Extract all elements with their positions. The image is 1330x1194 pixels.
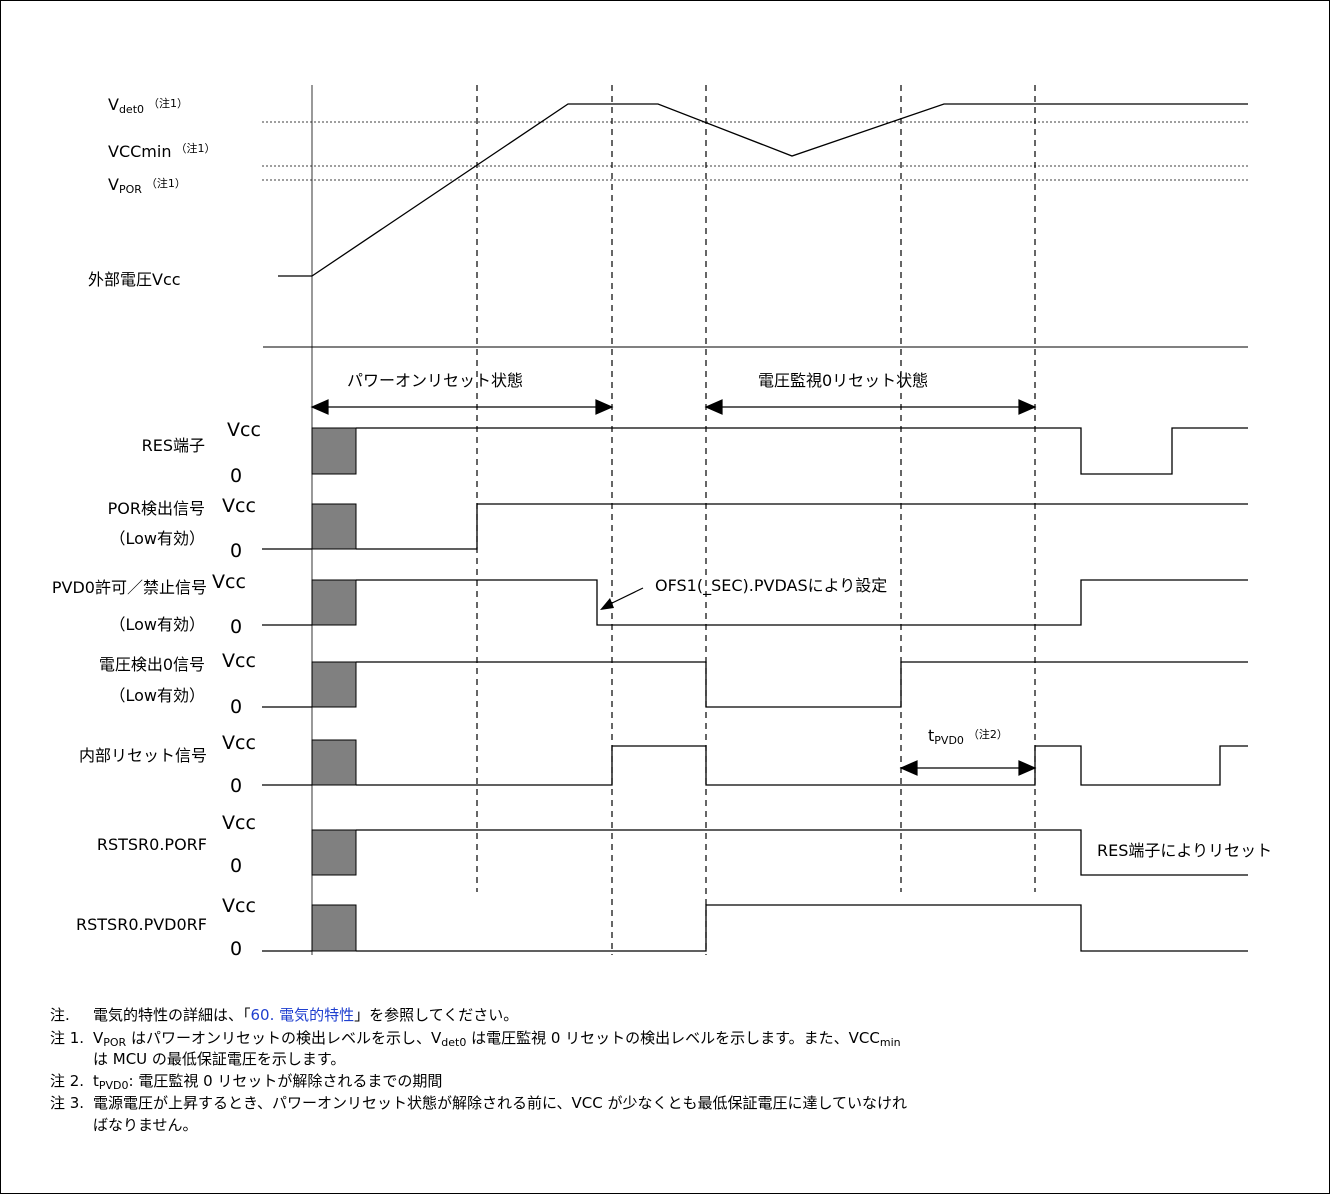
irst-undefined-block xyxy=(311,739,357,786)
vdet-undefined-block xyxy=(311,661,357,708)
tpvd0-arrowhead-right xyxy=(1018,760,1037,776)
res-zero-level: 0 xyxy=(230,465,242,487)
irst-label: 内部リセット信号 xyxy=(79,746,207,765)
res-reset-annotation: RES端子によりリセット xyxy=(1097,841,1272,860)
vcc-waveform xyxy=(278,103,1248,277)
tpvd0-arrow xyxy=(899,760,1037,776)
note-1: 注 1. VPOR はパワーオンリセットの検出レベルを示し、Vdet0 は電圧監… xyxy=(50,1029,901,1049)
tpvd0-label: tPVD0 （注2） xyxy=(928,726,1008,747)
vpor-level-label: VPOR （注1） xyxy=(108,175,186,196)
state-arrows xyxy=(310,399,1037,415)
porf-waveform xyxy=(356,829,1248,876)
note-general-num: 注. xyxy=(50,1006,70,1024)
irst-vcc-level: Vcc xyxy=(222,732,256,754)
por-state-label: パワーオンリセット状態 xyxy=(347,371,523,390)
pvd0rf-undefined-block xyxy=(311,904,357,952)
irst-zero-level: 0 xyxy=(230,775,242,797)
pvd0rf-label: RSTSR0.PVD0RF xyxy=(76,915,207,934)
irst-waveform xyxy=(356,745,1248,786)
res-undefined-block xyxy=(311,427,357,475)
res-waveform xyxy=(356,427,1248,475)
por-state-arrowhead-right xyxy=(595,399,614,415)
pvd0en-waveform xyxy=(356,579,1248,626)
notes: 注. 電気的特性の詳細は、「60. 電気的特性」を参照してください。 注 1. … xyxy=(50,1006,907,1134)
note-general: 注. 電気的特性の詳細は、「60. 電気的特性」を参照してください。 xyxy=(50,1006,518,1024)
note-2: 注 2. tPVD0: 電圧監視 0 リセットが解除されるまでの期間 xyxy=(50,1072,442,1092)
vccmin-level-label: VCCmin （注1） xyxy=(108,141,215,161)
note-1-line2: は MCU の最低保証電圧を示します。 xyxy=(93,1050,345,1068)
por-label-active: （Low有効） xyxy=(109,529,205,548)
por-vcc-level: Vcc xyxy=(222,495,256,517)
res-label: RES端子 xyxy=(142,436,205,455)
vdet-label: 電圧検出0信号 xyxy=(99,655,205,674)
vdet-waveform xyxy=(356,661,1248,708)
pvd0-state-arrowhead-left xyxy=(704,399,723,415)
por-waveform xyxy=(356,503,1248,550)
ofs-annotation: OFS1(_SEC).PVDASにより設定 xyxy=(655,576,887,596)
pvd0en-label: PVD0許可／禁止信号 xyxy=(52,578,207,597)
pvd0en-label-active: （Low有効） xyxy=(109,615,205,634)
por-undefined-block xyxy=(311,503,357,550)
pvd0rf-zero-level: 0 xyxy=(230,938,242,960)
pvd0rf-waveform xyxy=(356,904,1248,952)
ofs-pointer-arrowhead xyxy=(600,598,614,610)
vcc-label: 外部電圧Vcc xyxy=(88,270,181,289)
por-state-arrowhead-left xyxy=(310,399,329,415)
por-label: POR検出信号 xyxy=(108,499,205,518)
vdet-vcc-level: Vcc xyxy=(222,650,256,672)
porf-zero-level: 0 xyxy=(230,855,242,877)
porf-undefined-block xyxy=(311,829,357,876)
event-lines xyxy=(476,85,1036,955)
tpvd0-arrowhead-left xyxy=(899,760,918,776)
porf-vcc-level: Vcc xyxy=(222,812,256,834)
vdet0-level-label: Vdet0 （注1） xyxy=(108,95,188,116)
pvd0-state-label: 電圧監視0リセット状態 xyxy=(758,371,928,390)
porf-label: RSTSR0.PORF xyxy=(97,835,207,854)
signal-rows: RES端子 Vcc 0 POR検出信号 （Low有効） Vcc 0 PVD0許可… xyxy=(52,419,1248,960)
res-vcc-level: Vcc xyxy=(227,419,261,441)
pvd0rf-vcc-level: Vcc xyxy=(222,895,256,917)
por-zero-level: 0 xyxy=(230,540,242,562)
pvd0en-undefined-block xyxy=(311,579,357,626)
note-3: 注 3. 電源電圧が上昇するとき、パワーオンリセット状態が解除される前に、VCC… xyxy=(50,1094,907,1112)
vdet-zero-level: 0 xyxy=(230,696,242,718)
pvd0en-vcc-level: Vcc xyxy=(212,571,246,593)
pvd0-state-arrowhead-right xyxy=(1018,399,1037,415)
electrical-characteristics-link[interactable]: 60. 電気的特性 xyxy=(251,1006,355,1024)
note-3-line2: ばなりません。 xyxy=(93,1116,198,1134)
ofs-pointer-line xyxy=(607,587,644,606)
vdet-label-active: （Low有効） xyxy=(109,686,205,705)
pvd0en-zero-level: 0 xyxy=(230,616,242,638)
threshold-lines xyxy=(262,121,1248,181)
